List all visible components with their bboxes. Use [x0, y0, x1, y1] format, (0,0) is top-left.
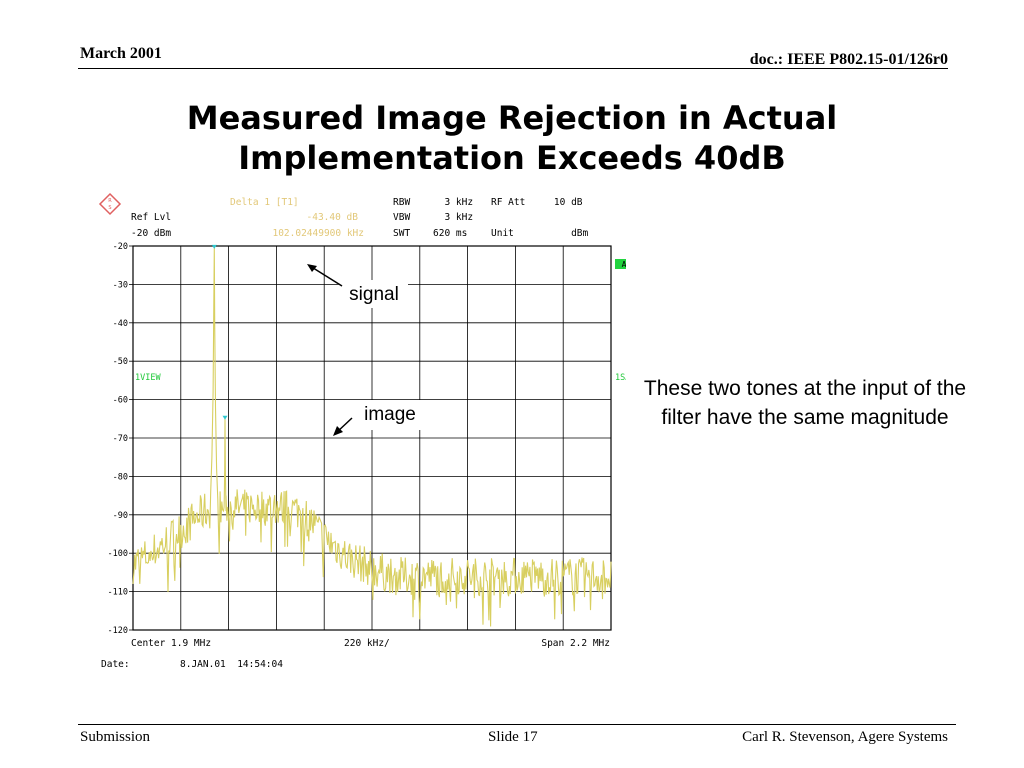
- x-center-label: Center 1.9 MHz: [131, 638, 211, 649]
- footer-slide-number: Slide 17: [488, 729, 538, 745]
- view-label: 1VIEW: [135, 373, 161, 383]
- slide-title: Measured Image Rejection in Actual Imple…: [100, 98, 924, 178]
- signal-label: signal: [349, 284, 399, 305]
- ref-lvl-label: Ref Lvl: [131, 212, 171, 223]
- signal-label-box: [340, 280, 408, 308]
- date-value: 8.JAN.01 14:54:04: [180, 659, 283, 670]
- footer-submission: Submission: [80, 729, 151, 745]
- image-label: image: [364, 404, 416, 425]
- x-span-label: Span 2.2 MHz: [541, 638, 610, 649]
- rf-att-setting: RF Att 10 dB: [491, 197, 583, 208]
- trace-a-badge: [615, 259, 626, 269]
- rohde-schwarz-logo-icon: R S: [98, 192, 122, 216]
- svg-text:R: R: [108, 198, 112, 204]
- signal-arrowhead: [307, 264, 317, 272]
- footer-author: Carl R. Stevenson, Agere Systems: [742, 729, 948, 745]
- signal-arrow: [309, 265, 343, 287]
- header-date: March 2001: [80, 45, 162, 62]
- explanation-note: These two tones at the input of the filt…: [643, 377, 967, 429]
- y-tick-label: -100: [108, 549, 128, 559]
- y-tick-label: -90: [113, 511, 128, 521]
- image-label-box: [354, 400, 426, 430]
- unit-setting: Unit dBm: [491, 228, 589, 239]
- y-tick-label: -60: [113, 396, 128, 406]
- image-peak-marker: [222, 415, 228, 420]
- y-tick-label: -70: [113, 434, 128, 444]
- spectrum-trace: [132, 247, 612, 627]
- x-division-label: 220 kHz/: [344, 638, 390, 649]
- y-tick-label: -40: [113, 319, 128, 329]
- signal-annotation: signal: [307, 264, 408, 308]
- y-tick-label: -80: [113, 472, 128, 482]
- peak-markers: [211, 244, 228, 420]
- y-tick-label: -120: [108, 626, 128, 636]
- sa-label: 1SA: [615, 373, 626, 383]
- swt-setting: SWT 620 ms: [393, 228, 467, 239]
- svg-text:S: S: [108, 205, 111, 211]
- footer-divider: [78, 724, 956, 725]
- spectrum-analyzer-plot: R S Ref Lvl -20 dBm Delta 1 [T1] -43.40 …: [98, 192, 626, 670]
- rbw-setting: RBW 3 kHz: [393, 197, 473, 208]
- y-tick-label: -20: [113, 242, 128, 252]
- image-annotation: image: [333, 400, 426, 436]
- signal-peak-marker: [211, 244, 217, 249]
- slide-title-line-2: Implementation Exceeds 40dB: [238, 139, 786, 177]
- y-tick-label: -30: [113, 280, 128, 290]
- delta-marker-value: -43.40 dB: [307, 212, 359, 223]
- y-axis-ticks: -20 -30 -40 -50 -60 -70 -80 -90 -100 -110 -120: [108, 242, 133, 636]
- image-arrowhead: [333, 426, 343, 436]
- vbw-setting: VBW 3 kHz: [393, 212, 473, 223]
- delta-marker-label: Delta 1 [T1]: [230, 197, 299, 208]
- delta-marker-frequency: 102.02449900 kHz: [272, 228, 364, 239]
- y-tick-label: -110: [108, 588, 128, 598]
- date-label: Date:: [101, 659, 130, 670]
- y-tick-label: -50: [113, 357, 128, 367]
- ref-lvl-value: -20 dBm: [131, 228, 171, 239]
- trace-a-badge-label: A: [622, 260, 626, 269]
- slide-title-line-1: Measured Image Rejection in Actual: [186, 99, 838, 137]
- header-divider: [78, 68, 948, 69]
- header-doc-id: doc.: IEEE P802.15-01/126r0: [749, 51, 948, 68]
- spectrum-trace-line: [132, 247, 612, 627]
